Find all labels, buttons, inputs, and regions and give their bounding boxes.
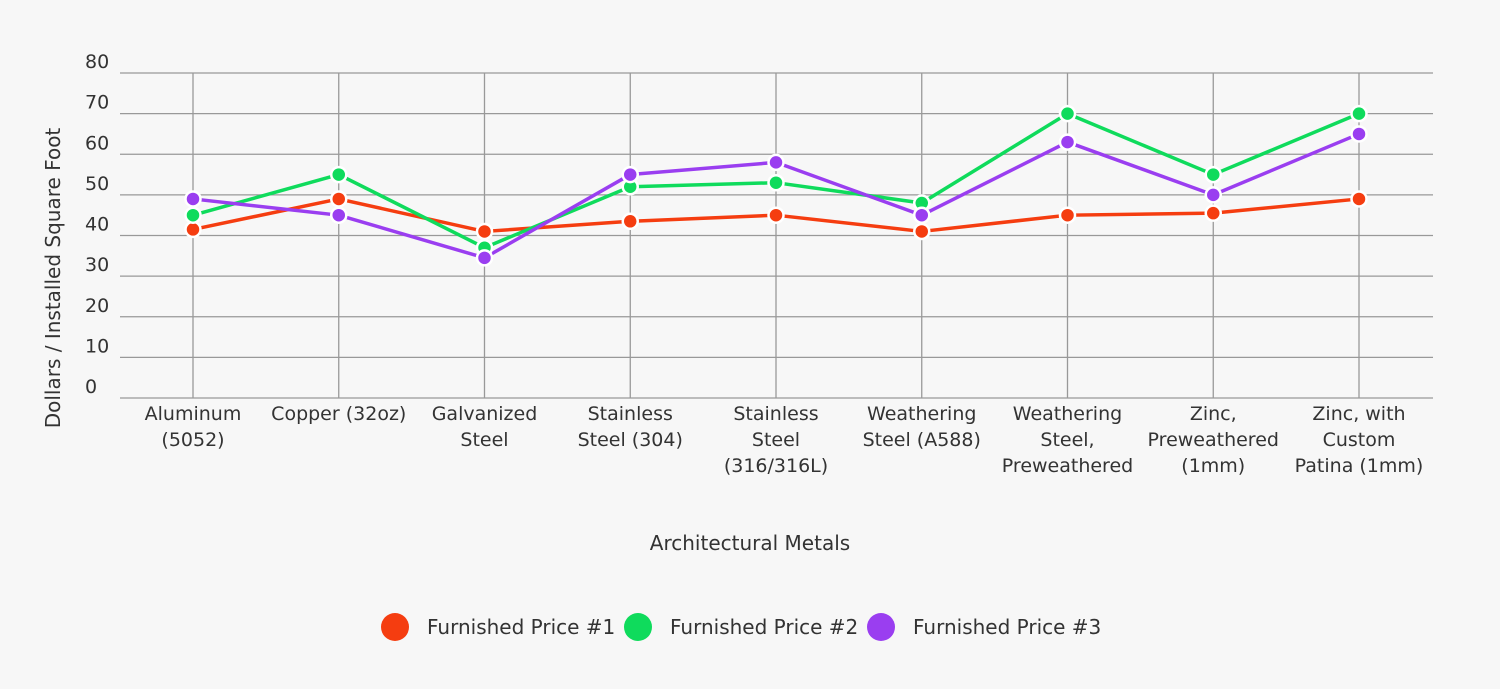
- data-point-series-3[interactable]: [913, 206, 931, 224]
- x-tick-label: Weathering Steel, Preweathered: [1002, 403, 1133, 477]
- data-point-series-2[interactable]: [1058, 104, 1077, 123]
- legend-marker-1: [381, 613, 409, 641]
- data-point-series-2[interactable]: [767, 173, 785, 192]
- x-tick-label-line: Patina (1mm): [1295, 455, 1424, 477]
- x-tick-label: Zinc, with Custom Patina (1mm): [1295, 403, 1424, 477]
- y-tick-label: 70: [85, 92, 109, 114]
- legend-label-2: Furnished Price #2: [670, 615, 858, 639]
- x-tick-label-line: Weathering: [867, 403, 976, 425]
- x-tick-label-line: (316/316L): [724, 455, 828, 477]
- x-tick-label: Galvanized Steel: [432, 403, 538, 451]
- y-tick-label: 20: [85, 295, 109, 317]
- data-point-series-3[interactable]: [1058, 133, 1077, 151]
- x-tick-label: Aluminum (5052): [145, 403, 242, 451]
- x-tick-label-line: (5052): [161, 429, 224, 451]
- x-tick-label-line: Zinc, with: [1312, 403, 1405, 425]
- x-tick-label-line: Copper (32oz): [271, 403, 406, 425]
- x-tick-label-line: Stainless: [733, 403, 818, 425]
- x-tick-label-line: Weathering: [1013, 403, 1122, 425]
- x-tick-label-line: Steel: [460, 429, 508, 451]
- y-tick-label: 50: [85, 173, 109, 195]
- data-point-series-3[interactable]: [1204, 186, 1222, 204]
- x-tick-label: Copper (32oz): [271, 403, 406, 425]
- x-tick-label-line: Steel (304): [578, 429, 683, 451]
- data-point-series-1[interactable]: [1058, 206, 1077, 224]
- data-point-series-2[interactable]: [330, 165, 348, 184]
- legend-marker-2: [624, 613, 652, 641]
- x-tick-label: Zinc, Preweathered (1mm): [1148, 403, 1279, 477]
- grid: [120, 72, 1433, 399]
- x-tick-label-line: Custom: [1323, 429, 1396, 451]
- data-point-series-2[interactable]: [184, 206, 202, 224]
- y-axis-title: Dollars / Installed Square Foot: [41, 128, 65, 429]
- x-tick-label: Stainless Steel (304): [578, 403, 683, 451]
- data-point-series-3[interactable]: [621, 165, 639, 184]
- data-point-series-1[interactable]: [913, 222, 931, 241]
- y-tick-label: 30: [85, 254, 109, 276]
- legend-label-1: Furnished Price #1: [427, 615, 615, 639]
- data-point-series-3[interactable]: [475, 249, 494, 267]
- y-axis-ticks: 0 10 20 30 40 50 60 70 80: [85, 51, 109, 398]
- x-tick-label-line: Steel (A588): [863, 429, 981, 451]
- x-tick-label-line: Galvanized: [432, 403, 538, 425]
- y-tick-label: 60: [85, 132, 109, 154]
- legend-marker-3: [867, 613, 895, 641]
- data-point-series-1[interactable]: [767, 206, 785, 224]
- x-axis-labels: Aluminum (5052) Copper (32oz) Galvanized Ste…: [145, 403, 1424, 477]
- x-tick-label-line: Preweathered: [1148, 429, 1279, 451]
- x-axis-title: Architectural Metals: [650, 531, 850, 555]
- data-point-series-3[interactable]: [330, 206, 348, 224]
- legend-label-3: Furnished Price #3: [913, 615, 1101, 639]
- y-tick-label: 10: [85, 335, 109, 357]
- x-tick-label: Weathering Steel (A588): [863, 403, 981, 451]
- data-point-series-1[interactable]: [1350, 190, 1368, 208]
- x-tick-label-line: Preweathered: [1002, 455, 1133, 477]
- x-tick-label: Stainless Steel (316/316L): [724, 403, 828, 477]
- data-point-series-1[interactable]: [621, 212, 639, 231]
- y-tick-label: 0: [85, 376, 97, 398]
- y-tick-label: 40: [85, 214, 109, 236]
- data-point-series-3[interactable]: [767, 153, 785, 172]
- legend: Furnished Price #1 Furnished Price #2 Furn…: [381, 613, 1101, 641]
- series-points: [184, 104, 1368, 267]
- data-point-series-1[interactable]: [184, 220, 202, 239]
- data-point-series-3[interactable]: [1350, 125, 1368, 143]
- x-tick-label-line: Stainless: [588, 403, 673, 425]
- x-tick-label-line: Zinc,: [1190, 403, 1237, 425]
- data-point-series-3[interactable]: [184, 190, 202, 208]
- data-point-series-1[interactable]: [330, 190, 348, 208]
- x-tick-label-line: Steel,: [1040, 429, 1094, 451]
- data-point-series-2[interactable]: [1204, 165, 1222, 184]
- data-point-series-1[interactable]: [475, 222, 494, 241]
- x-tick-label-line: Aluminum: [145, 403, 242, 425]
- y-tick-label: 80: [85, 51, 109, 73]
- data-point-series-1[interactable]: [1204, 204, 1222, 222]
- data-point-series-2[interactable]: [1350, 104, 1368, 123]
- x-tick-label-line: Steel: [752, 429, 800, 451]
- x-tick-label-line: (1mm): [1181, 455, 1245, 477]
